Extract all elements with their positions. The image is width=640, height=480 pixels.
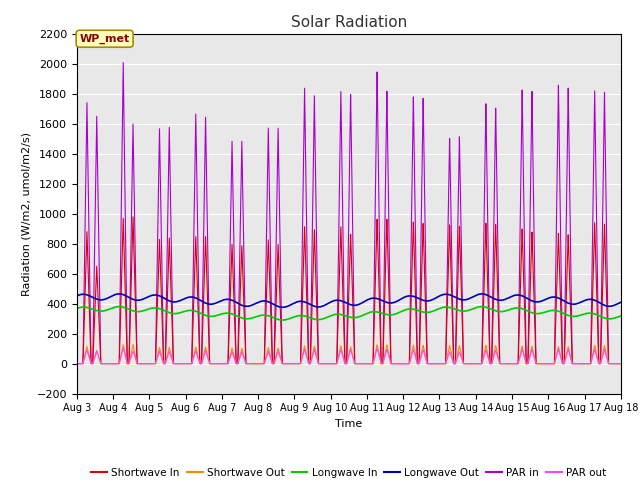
Legend: Shortwave In, Shortwave Out, Longwave In, Longwave Out, PAR in, PAR out: Shortwave In, Shortwave Out, Longwave In…	[87, 464, 611, 480]
Text: WP_met: WP_met	[79, 34, 130, 44]
Title: Solar Radiation: Solar Radiation	[291, 15, 407, 30]
Y-axis label: Radiation (W/m2, umol/m2/s): Radiation (W/m2, umol/m2/s)	[21, 132, 31, 296]
X-axis label: Time: Time	[335, 419, 362, 429]
